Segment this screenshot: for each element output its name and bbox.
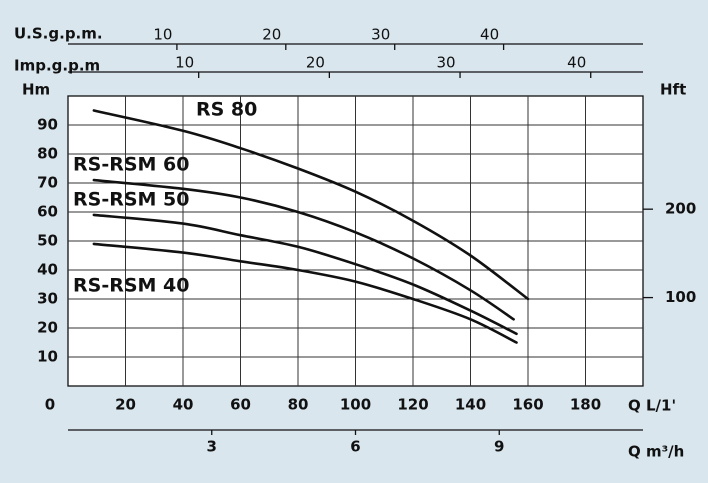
y-tick-label: 70 [37,174,58,192]
bottom-axis-label: Q m³/h [628,443,684,461]
y2-axis-label: Hft [660,81,686,99]
x-tick-label: 60 [230,396,251,414]
y2-tick-label: 200 [665,200,696,218]
y-tick-label: 90 [37,116,58,134]
y-tick-label: 30 [37,290,58,308]
top-axis-label: U.S.g.p.m. [14,25,103,43]
y-tick-label: 40 [37,261,58,279]
y-tick-label: 60 [37,203,58,221]
top-axis-tick-label: 20 [262,26,281,44]
y-tick-label: 20 [37,319,58,337]
x-tick-label: 140 [455,396,486,414]
top-axis-tick-label: 10 [175,54,194,72]
pump-curve [92,109,530,301]
top-axis-label: Imp.g.p.m [14,57,100,75]
x-tick-label: 80 [288,396,309,414]
curve-label: RS-RSM 60 [73,154,189,176]
x-tick-label: 100 [340,396,371,414]
top-axis-tick-label: 40 [567,54,586,72]
y-tick-label: 80 [37,145,58,163]
x-tick-label: 180 [570,396,601,414]
y2-tick-label: 100 [665,288,696,306]
y-tick-label: 10 [37,348,58,366]
bottom-axis-tick-label: 9 [494,438,504,456]
x-tick-label: 160 [512,396,543,414]
curve-label: RS 80 [196,99,257,121]
x-tick-label: 20 [115,396,136,414]
pump-curve [92,178,515,321]
top-axis-tick-label: 10 [153,26,172,44]
x-tick-label: 120 [397,396,428,414]
top-axis-tick-label: 20 [306,54,325,72]
curve-label: RS-RSM 50 [73,189,189,211]
curve-label: RS-RSM 40 [73,275,189,297]
bottom-axis-tick-label: 3 [207,438,217,456]
top-axis-tick-label: 40 [480,26,499,44]
x-tick-label: 0 [45,396,55,414]
x-tick-label: 40 [173,396,194,414]
top-axis-tick-label: 30 [436,54,455,72]
y-axis-label: Hm [22,81,50,99]
top-axis-tick-label: 30 [371,26,390,44]
pump-curve [92,242,518,344]
bottom-axis-tick-label: 6 [350,438,360,456]
x-axis-label: Q L/1' [628,397,676,415]
y-tick-label: 50 [37,232,58,250]
pump-curve [92,213,518,336]
